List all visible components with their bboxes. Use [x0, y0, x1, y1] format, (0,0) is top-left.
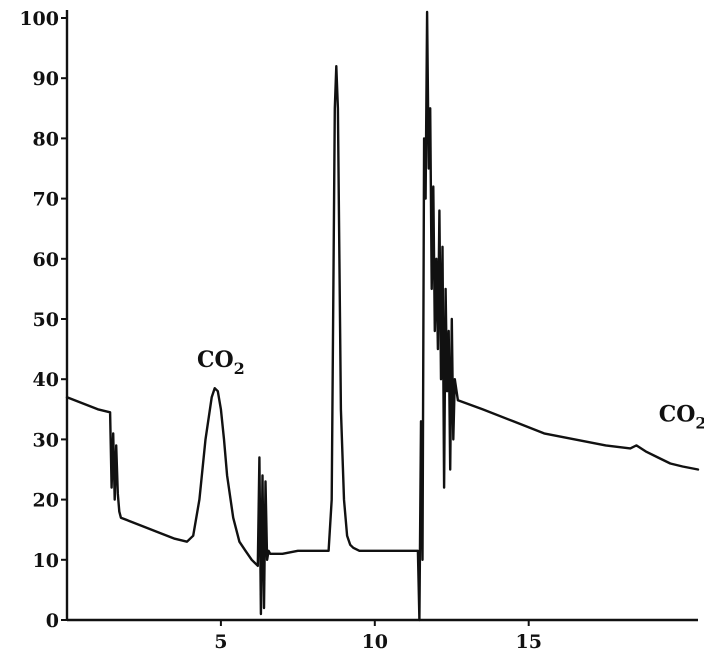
x-tick-label: 10: [362, 631, 388, 653]
signal-trace: [65, 10, 700, 622]
y-axis-ticks: 0 10 20 30 40 50 60 70 80 90 100: [19, 8, 67, 632]
y-tick-label: 40: [33, 369, 59, 391]
y-tick-label: 60: [33, 249, 59, 271]
y-tick-label: 80: [33, 128, 59, 150]
annotations: CO2 CO2: [197, 347, 704, 432]
x-axis-ticks: 5 10 15: [214, 620, 542, 653]
y-tick-label: 20: [33, 490, 59, 512]
y-tick-label: 10: [33, 550, 59, 572]
x-tick-label: 5: [214, 631, 227, 653]
y-tick-label: 70: [33, 189, 59, 211]
y-tick-label: 30: [33, 429, 59, 451]
y-tick-label: 0: [46, 610, 59, 632]
y-tick-label: 100: [19, 8, 59, 30]
co2-annotation: CO2: [197, 347, 245, 378]
co2-annotation: CO2: [659, 401, 704, 432]
y-tick-label: 50: [33, 309, 59, 331]
y-tick-label: 90: [33, 68, 59, 90]
x-tick-label: 15: [515, 631, 541, 653]
